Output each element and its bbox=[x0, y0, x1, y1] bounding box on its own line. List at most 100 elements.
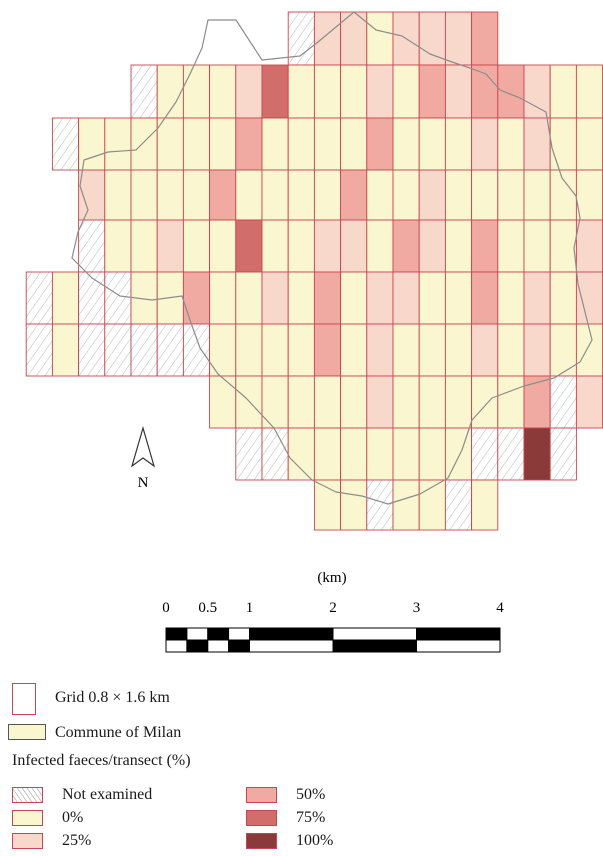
scale-bar-segment bbox=[416, 639, 501, 653]
grid-cell bbox=[156, 219, 184, 273]
grid-cell bbox=[366, 64, 394, 119]
grid-cell-not-examined bbox=[25, 271, 53, 325]
grid-cell bbox=[313, 219, 342, 273]
grid-cell bbox=[313, 323, 342, 377]
grid-cell bbox=[418, 219, 446, 273]
legend-swatch bbox=[246, 810, 277, 826]
grid-cell bbox=[523, 117, 551, 171]
grid-cell bbox=[418, 169, 446, 221]
grid-cell bbox=[130, 169, 158, 221]
grid-cell bbox=[366, 219, 394, 273]
grid-cell bbox=[497, 375, 525, 429]
grid-cell bbox=[209, 375, 237, 429]
grid-cell bbox=[366, 271, 394, 325]
grid-cell bbox=[340, 271, 368, 325]
grid-cell bbox=[523, 64, 551, 119]
grid-cell bbox=[287, 271, 315, 325]
grid-cell bbox=[366, 375, 394, 429]
grid-cell bbox=[209, 64, 237, 119]
legend-swatch bbox=[246, 787, 277, 803]
north-arrow: N bbox=[130, 425, 156, 491]
grid-cell bbox=[497, 271, 525, 325]
grid-cell bbox=[549, 219, 577, 273]
grid-cell bbox=[156, 117, 184, 171]
grid-cell bbox=[418, 271, 446, 325]
commune-boundary bbox=[71, 11, 593, 505]
grid-cell bbox=[182, 219, 211, 273]
legend-item-label: 25% bbox=[62, 832, 92, 849]
scale-bar-segment bbox=[186, 627, 209, 641]
grid-cell bbox=[235, 219, 263, 273]
grid-cell bbox=[444, 11, 473, 66]
grid-swatch bbox=[12, 683, 36, 715]
grid-cell-not-examined bbox=[235, 427, 263, 481]
grid-cell bbox=[235, 323, 263, 377]
grid-cell bbox=[235, 169, 263, 221]
grid-cell bbox=[418, 375, 446, 429]
grid-cell bbox=[444, 323, 473, 377]
legend-grid-label: Grid 0.8 × 1.6 km bbox=[55, 689, 170, 706]
grid-cell bbox=[366, 323, 394, 377]
grid-cell bbox=[575, 271, 603, 325]
scale-tick-label: 0 bbox=[162, 600, 170, 616]
legend-item-label: Not examined bbox=[62, 786, 153, 803]
scale-unit-label: (km) bbox=[317, 570, 346, 586]
grid-cell bbox=[287, 117, 315, 171]
infection-grid-map: N (km) 0 0.5 1 2 3 4 bbox=[25, 11, 603, 653]
grid-cell-not-examined bbox=[497, 427, 525, 481]
grid-cell bbox=[418, 117, 446, 171]
grid-cell bbox=[575, 219, 603, 273]
grid-cell bbox=[287, 323, 315, 377]
grid-cell bbox=[78, 169, 106, 221]
grid-cell-not-examined bbox=[261, 427, 289, 481]
grid-cell bbox=[366, 11, 394, 66]
scale-bar-segment bbox=[332, 639, 417, 653]
grid-cell bbox=[471, 117, 499, 171]
grid-cell bbox=[340, 323, 368, 377]
grid-cell bbox=[261, 271, 289, 325]
grid-cell bbox=[418, 11, 446, 66]
grid-cell-not-examined bbox=[104, 323, 132, 377]
grid-cell bbox=[182, 271, 211, 325]
grid-cell bbox=[471, 11, 499, 66]
grid-cell bbox=[418, 427, 446, 481]
grid-cell bbox=[340, 169, 368, 221]
grid-cell bbox=[523, 323, 551, 377]
grid-cell bbox=[261, 219, 289, 273]
grid-cell bbox=[392, 64, 420, 119]
grid-cell-not-examined bbox=[287, 11, 315, 66]
grid-cell bbox=[392, 117, 420, 171]
grid-cell bbox=[392, 427, 420, 481]
grid-cell bbox=[287, 427, 315, 481]
scale-tick-label: 4 bbox=[496, 600, 504, 616]
grid-cell bbox=[313, 169, 342, 221]
grid-cell bbox=[313, 271, 342, 325]
grid-cell bbox=[261, 64, 289, 119]
scale-bar-segment bbox=[228, 627, 251, 641]
grid-cell bbox=[418, 323, 446, 377]
grid-cell bbox=[575, 375, 603, 429]
grid-cell bbox=[366, 169, 394, 221]
commune-swatch bbox=[8, 724, 46, 740]
grid-cell bbox=[313, 117, 342, 171]
grid-cell bbox=[497, 64, 525, 119]
grid-cell bbox=[575, 64, 603, 119]
grid-cell bbox=[575, 117, 603, 171]
grid-cell bbox=[392, 219, 420, 273]
scale-bar-segment bbox=[207, 639, 230, 653]
grid-cell-not-examined bbox=[130, 323, 158, 377]
grid-cell-not-examined bbox=[182, 323, 211, 377]
legend-item-label: 50% bbox=[296, 786, 326, 803]
grid-cell bbox=[313, 375, 342, 429]
grid-cell-not-examined bbox=[130, 64, 158, 119]
grid-cell bbox=[182, 64, 211, 119]
grid-cell bbox=[523, 271, 551, 325]
north-label: N bbox=[138, 475, 149, 491]
grid-cell-not-examined bbox=[51, 117, 80, 171]
grid-cell bbox=[235, 375, 263, 429]
legend-item-label: 75% bbox=[296, 809, 326, 826]
grid-cell bbox=[444, 427, 473, 481]
grid-cell bbox=[313, 11, 342, 66]
grid-cell-not-examined bbox=[471, 427, 499, 481]
grid-cell-not-examined bbox=[444, 479, 473, 531]
